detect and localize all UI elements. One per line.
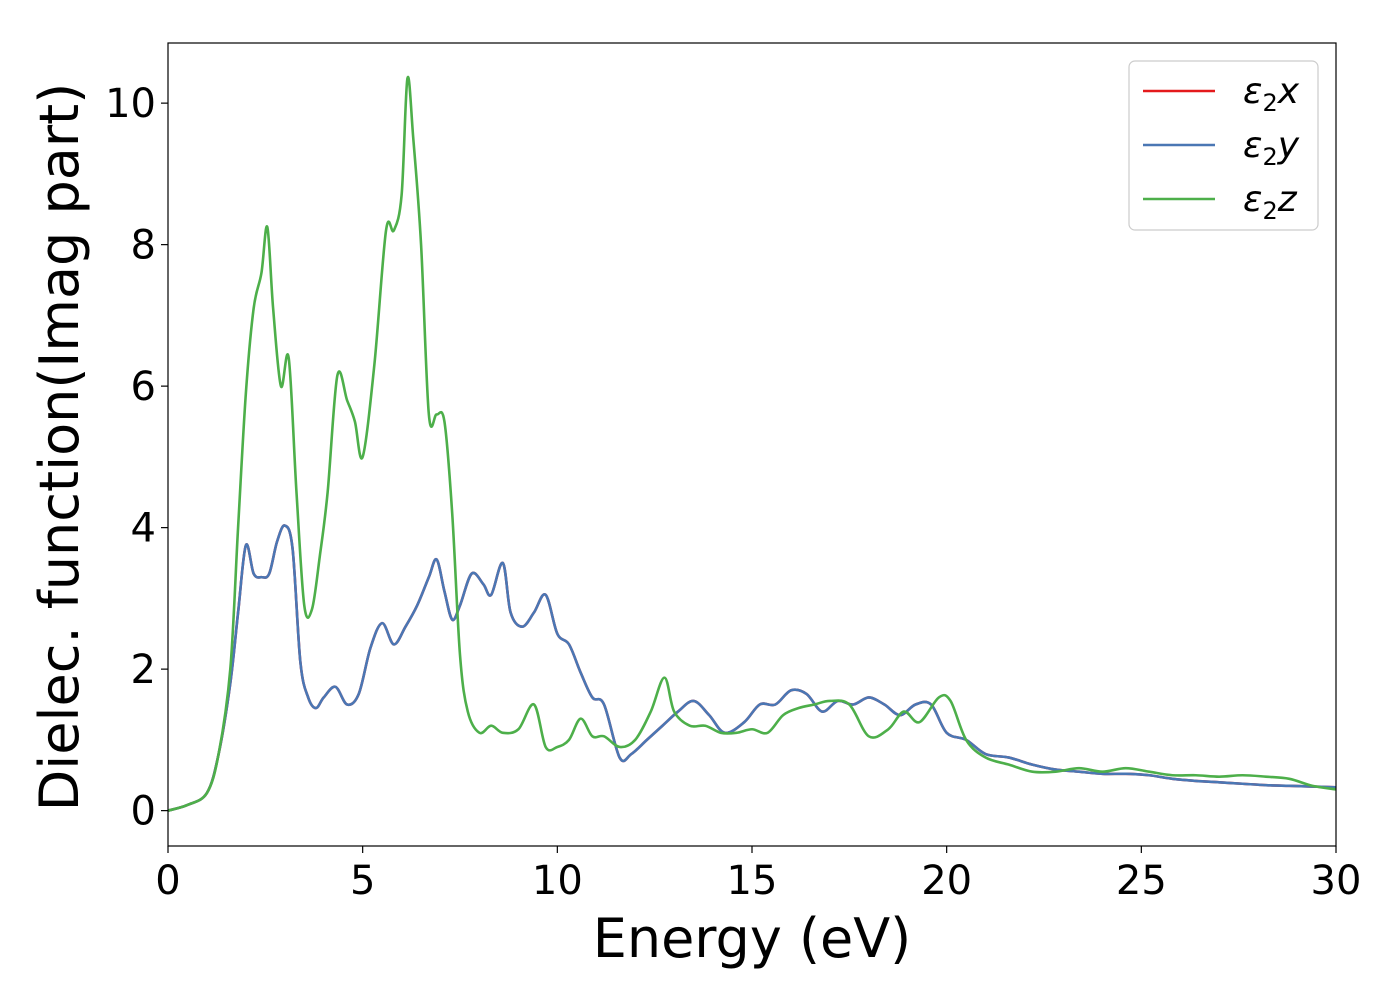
y-tick-label: 2	[131, 647, 156, 693]
legend-label-y: ε2y	[1243, 125, 1300, 171]
x-tick-label: 5	[350, 858, 375, 904]
series-line-y	[168, 524, 1336, 812]
legend-box	[1128, 60, 1319, 231]
y-tick-label: 0	[131, 789, 156, 835]
legend-label-x: ε2x	[1243, 71, 1300, 117]
series-line-z	[168, 75, 1336, 812]
series-line-x	[168, 524, 1336, 812]
legend-label-z: ε2z	[1243, 179, 1298, 225]
legend: ε2x ε2y ε2z	[1128, 60, 1319, 231]
x-tick-label: 30	[1311, 858, 1362, 904]
x-tick-label: 0	[155, 858, 180, 904]
x-tick-label: 15	[727, 858, 778, 904]
x-axis-label: Energy (eV)	[593, 907, 912, 970]
y-tick-label: 6	[131, 364, 156, 410]
y-tick-label: 8	[131, 223, 156, 269]
y-tick-label: 4	[131, 506, 156, 552]
x-tick-label: 10	[532, 858, 583, 904]
x-axis: 0 5 10 15 20 25 30	[155, 846, 1361, 904]
y-axis-label: Dielec. function(Imag part)	[28, 83, 91, 812]
x-tick-label: 25	[1116, 858, 1167, 904]
series-layer	[168, 75, 1336, 812]
y-tick-label: 10	[105, 81, 156, 127]
y-axis: 0 2 4 6 8 10	[105, 81, 168, 835]
x-tick-label: 20	[921, 858, 972, 904]
